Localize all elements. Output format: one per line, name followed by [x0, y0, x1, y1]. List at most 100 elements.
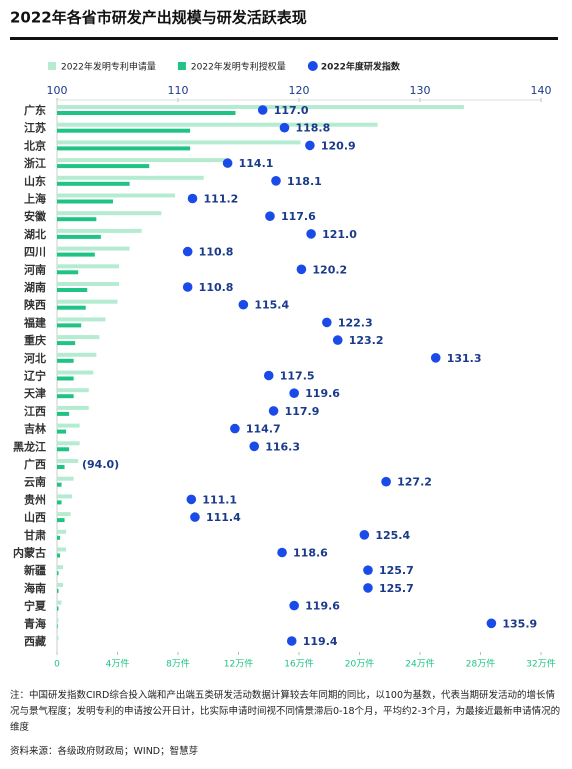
application-bar: [57, 282, 120, 286]
application-bar: [57, 476, 74, 481]
x2-tick-label: 8万件: [166, 658, 190, 670]
index-dot: [186, 494, 197, 505]
application-bar: [57, 459, 79, 463]
application-bar: [57, 423, 80, 428]
index-label: 111.4: [206, 511, 241, 524]
grant-bar: [57, 553, 61, 558]
index-label: 119.6: [305, 600, 340, 613]
legend-swatch: [177, 62, 186, 70]
application-bar: [57, 211, 162, 216]
index-dot: [306, 229, 316, 239]
application-bar: [57, 264, 120, 269]
application-bar: [57, 246, 130, 251]
index-label: 125.7: [379, 582, 414, 595]
index-dot: [286, 636, 297, 646]
index-dot: [190, 512, 200, 522]
source: 资料来源：各级政府财政局；WIND；智慧芽: [10, 746, 199, 757]
category-label: 湖南: [24, 280, 46, 294]
grant-bar: [57, 323, 82, 328]
application-bar: [57, 529, 67, 534]
application-bar: [57, 600, 62, 605]
grant-bar: [57, 588, 59, 593]
category-label: 云南: [24, 475, 46, 489]
application-bar: [57, 352, 97, 357]
index-label: 110.8: [199, 281, 234, 294]
grant-bar: [57, 217, 97, 222]
grant-bar: [57, 305, 86, 310]
grant-bar: [57, 624, 58, 629]
index-label: 111.1: [202, 493, 237, 506]
index-dot: [305, 140, 315, 151]
index-dot: [381, 476, 391, 487]
index-label: 116.3: [265, 440, 300, 453]
index-label: 114.1: [239, 157, 274, 170]
x2-tick-label: 24万件: [405, 658, 434, 670]
index-label: 111.2: [204, 193, 239, 206]
category-label: 青海: [24, 616, 46, 630]
index-label: 131.3: [447, 352, 482, 365]
index-dot: [222, 158, 233, 168]
category-label: 河南: [24, 262, 46, 276]
grant-bar: [57, 288, 88, 292]
category-label: 吉林: [24, 422, 46, 436]
application-bar: [57, 299, 118, 304]
index-label: 118.6: [293, 547, 328, 560]
category-label: 贵州: [24, 492, 46, 506]
index-dot: [263, 370, 274, 381]
grant-bar: [57, 429, 67, 434]
index-label: 122.3: [338, 316, 373, 329]
category-label: 四川: [24, 246, 46, 259]
index-dot: [182, 246, 193, 257]
grant-bar: [57, 465, 65, 469]
index-dot: [363, 565, 373, 575]
grant-bar: [57, 181, 130, 186]
notes: 注：中国研发指数CIRD综合投入端和产出端五类研发活动数据计算较去年同期的同比，…: [10, 690, 561, 733]
title-rule: [10, 37, 558, 40]
index-label: 119.6: [305, 387, 340, 400]
x2-tick-label: 0: [54, 660, 60, 670]
legend-swatch: [48, 62, 56, 70]
index-dot: [279, 122, 290, 133]
index-dot: [322, 317, 332, 328]
category-label: 安徽: [24, 209, 47, 223]
category-label: 黑龙江: [13, 439, 46, 453]
category-label: 江苏: [24, 121, 46, 135]
index-dot: [289, 388, 299, 399]
grant-bar: [57, 606, 59, 611]
index-label: 117.6: [281, 210, 316, 223]
index-dot: [289, 600, 299, 611]
application-bar: [57, 636, 59, 640]
application-bar: [57, 582, 64, 587]
category-label: 宁夏: [24, 599, 47, 613]
index-dot: [271, 176, 281, 186]
index-dot: [257, 105, 268, 115]
legend-label: 2022年发明专利授权量: [191, 61, 286, 73]
index-label: 117.9: [285, 405, 320, 418]
x2-tick-label: 4万件: [106, 658, 130, 670]
grant-bar: [57, 518, 65, 523]
application-bar: [57, 441, 80, 446]
legend-label: 2022年度研发指数: [321, 61, 401, 73]
grant-bar: [57, 199, 113, 204]
index-dot: [187, 193, 198, 204]
index-dot: [249, 441, 260, 452]
application-bar: [57, 193, 175, 198]
category-label: 北京: [24, 138, 46, 152]
index-dot: [265, 211, 275, 221]
application-bar: [57, 175, 204, 180]
index-label: 125.7: [379, 564, 414, 577]
index-label: 118.1: [287, 175, 322, 188]
category-label: 辽宁: [24, 369, 46, 383]
category-label: 山西: [24, 510, 46, 524]
application-bar: [57, 512, 71, 517]
index-label: 117.5: [280, 370, 315, 383]
application-bar: [57, 335, 100, 340]
index-dot: [182, 282, 193, 292]
chart: 2022年各省市研发产出规模与研发活跃表现 2022年发明专利申请量 2022年发…: [10, 9, 558, 670]
category-label: 天津: [24, 386, 46, 400]
category-label: 西藏: [24, 634, 46, 648]
grant-bar: [57, 234, 101, 239]
index-label: 118.8: [295, 122, 330, 135]
legend-swatch: [307, 61, 318, 71]
